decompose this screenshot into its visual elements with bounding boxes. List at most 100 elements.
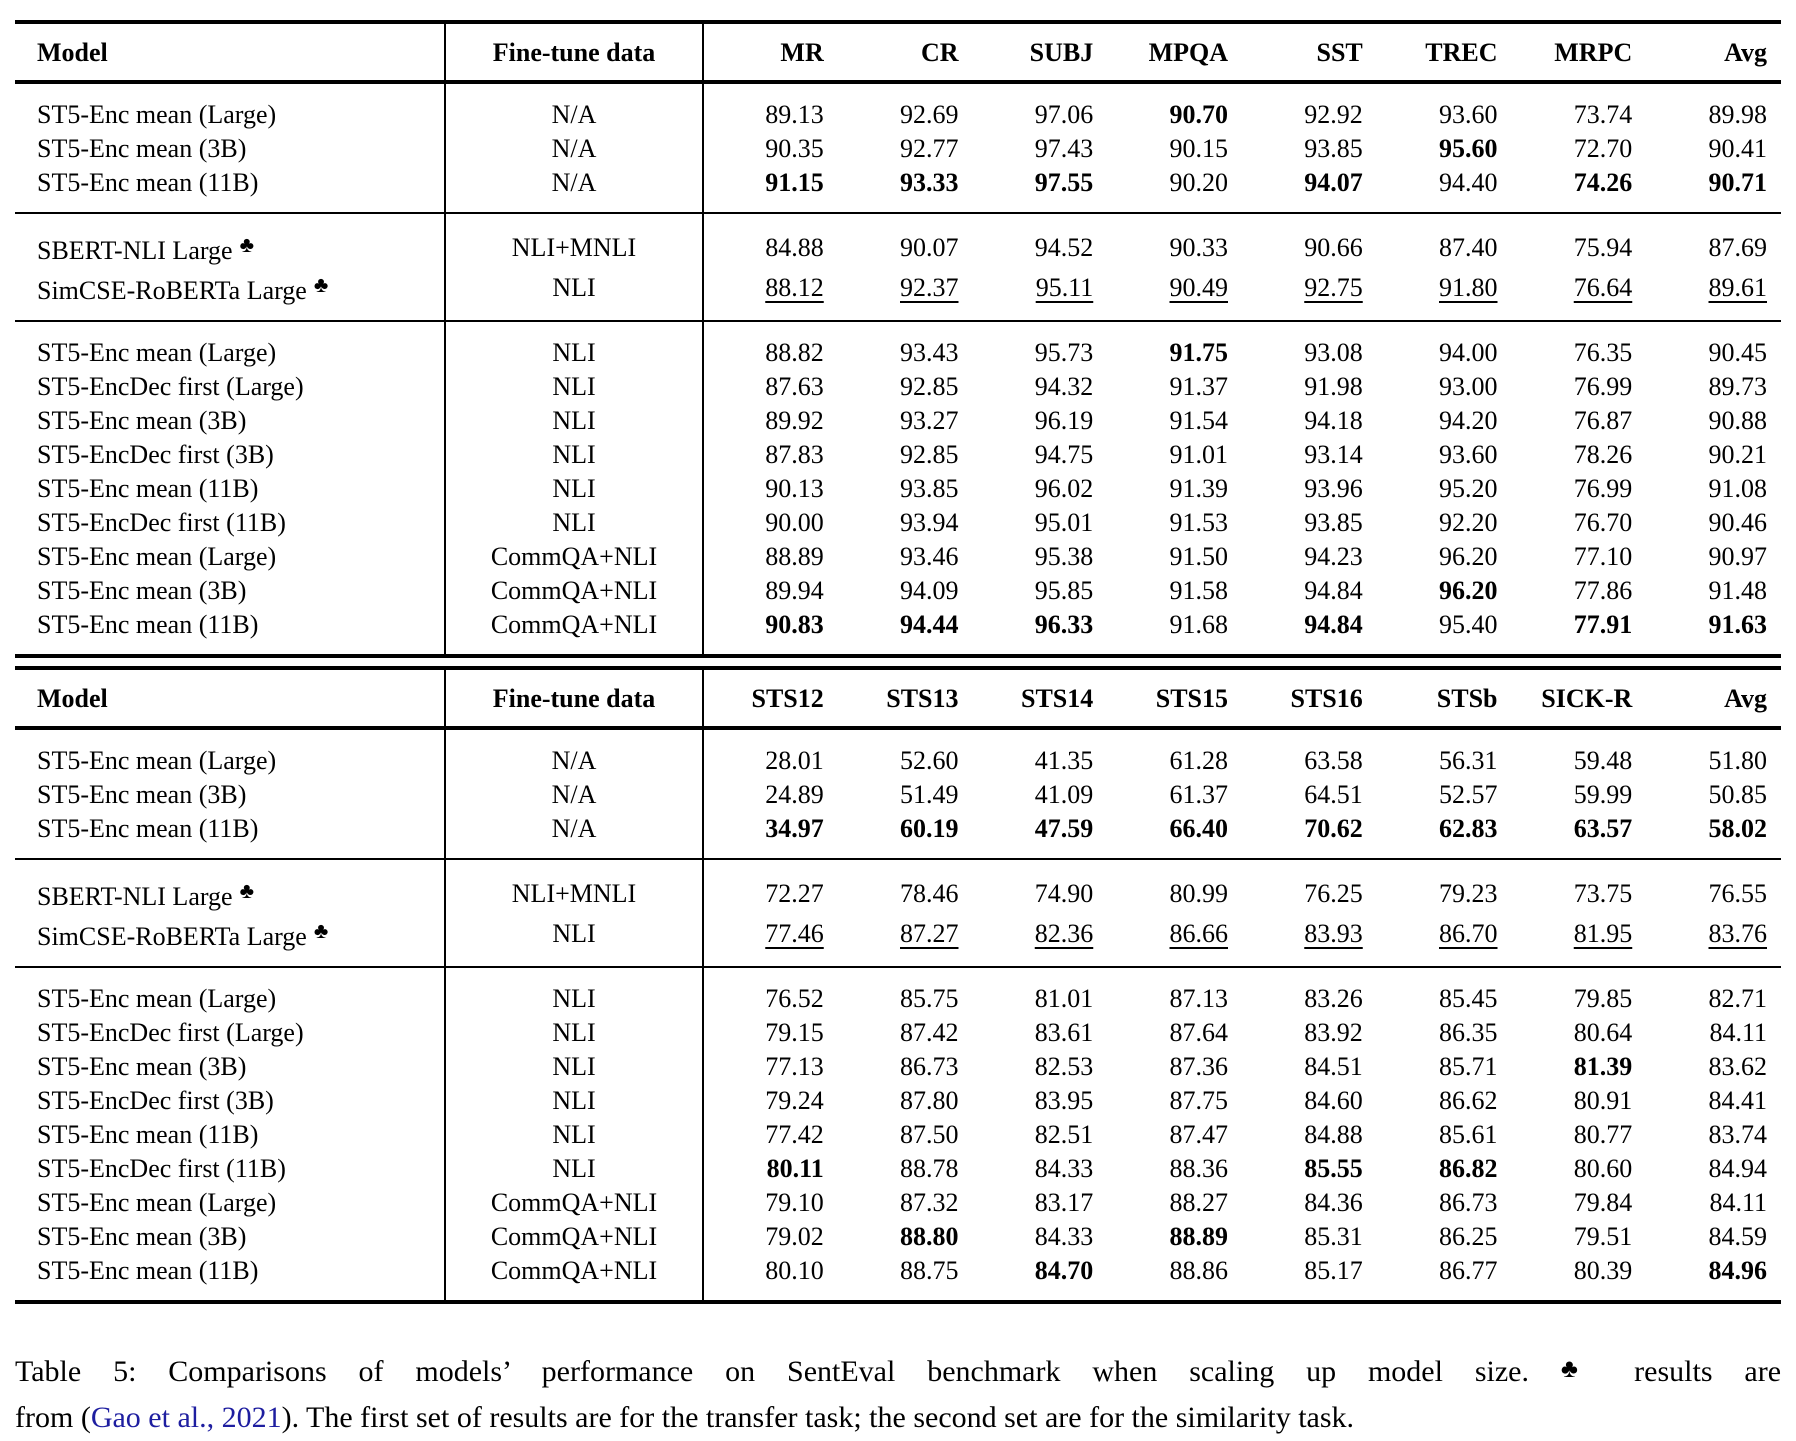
header-row: Model Fine-tune data STS12 STS13 STS14 STS15 S…: [15, 668, 1781, 730]
score-value: 41.35: [1034, 746, 1094, 775]
score-cell: 91.75: [1107, 320, 1242, 370]
score-value: 94.32: [1034, 372, 1094, 401]
score-cell: 94.32: [973, 370, 1108, 404]
score-value: 92.37: [900, 273, 959, 302]
finetune-data: NLI: [445, 1084, 704, 1118]
score-cell: 86.82: [1377, 1152, 1512, 1186]
caption-text: from (: [15, 1401, 91, 1434]
score-value: 79.02: [765, 1222, 824, 1251]
score-cell: 61.37: [1107, 778, 1242, 812]
finetune-data: NLI: [445, 1152, 704, 1186]
score-cell: 93.94: [838, 506, 973, 540]
score-cell: 79.24: [703, 1084, 838, 1118]
score-cell: 77.46: [703, 914, 838, 967]
score-cell: 93.27: [838, 404, 973, 438]
score-value: 81.95: [1573, 919, 1633, 948]
score-cell: 87.69: [1646, 212, 1781, 268]
column-header-avg: Avg: [1646, 668, 1781, 730]
score-value: 91.63: [1708, 610, 1768, 639]
score-value: 73.74: [1573, 100, 1633, 129]
score-value: 95.20: [1439, 474, 1498, 503]
score-cell: 93.85: [1242, 506, 1377, 540]
score-cell: 76.99: [1512, 370, 1647, 404]
score-value: 83.61: [1034, 1018, 1094, 1047]
score-value: 91.39: [1169, 474, 1229, 503]
score-value: 90.20: [1169, 168, 1229, 197]
table-row: ST5-Enc mean (Large) NLI 88.82 93.43 95.73 91…: [15, 320, 1781, 370]
score-cell: 80.91: [1512, 1084, 1647, 1118]
model-name: ST5-Enc mean (11B): [15, 472, 446, 506]
score-value: 86.73: [1439, 1188, 1498, 1217]
score-value: 83.62: [1708, 1052, 1768, 1081]
score-value: 96.19: [1034, 406, 1094, 435]
score-value: 82.36: [1034, 919, 1094, 948]
score-cell: 93.33: [838, 166, 973, 213]
model-name: ST5-Enc mean (Large): [15, 728, 446, 778]
finetune-data: N/A: [445, 812, 704, 859]
score-value: 90.45: [1708, 338, 1768, 367]
citation-link-gao-2021[interactable]: Gao et al., 2021: [90, 1401, 282, 1434]
score-cell: 84.11: [1646, 1186, 1781, 1220]
score-cell: 73.75: [1511, 858, 1647, 914]
score-value: 91.15: [765, 168, 824, 197]
score-cell: 90.00: [703, 506, 838, 540]
score-value: 77.42: [765, 1120, 824, 1149]
score-value: 24.89: [765, 780, 824, 809]
score-value: 82.51: [1034, 1120, 1094, 1149]
finetune-data: NLI: [445, 1016, 704, 1050]
score-cell: 83.95: [973, 1084, 1108, 1118]
score-cell: 93.14: [1242, 438, 1377, 472]
score-value: 93.85: [900, 474, 959, 503]
score-cell: 74.26: [1512, 166, 1647, 213]
score-value: 94.18: [1304, 406, 1363, 435]
score-value: 88.89: [765, 542, 824, 571]
score-cell: 83.17: [973, 1186, 1108, 1220]
score-cell: 83.62: [1646, 1050, 1781, 1084]
column-header-avg: Avg: [1646, 22, 1781, 84]
score-cell: 83.61: [973, 1016, 1108, 1050]
score-value: 92.69: [900, 100, 959, 129]
finetune-data: N/A: [445, 166, 704, 213]
column-header-model: Model: [15, 668, 446, 730]
score-value: 87.40: [1439, 233, 1498, 262]
score-value: 91.48: [1708, 576, 1768, 605]
score-cell: 94.20: [1377, 404, 1512, 438]
finetune-data: NLI: [445, 472, 704, 506]
score-value: 88.80: [900, 1222, 959, 1251]
score-cell: 92.85: [838, 370, 973, 404]
score-cell: 95.38: [973, 540, 1108, 574]
score-cell: 89.98: [1646, 82, 1781, 132]
score-cell: 94.18: [1242, 404, 1377, 438]
score-cell: 86.35: [1377, 1016, 1512, 1050]
club-suit-icon: ♣: [313, 272, 329, 297]
score-cell: 76.35: [1511, 320, 1647, 370]
score-value: 84.36: [1304, 1188, 1363, 1217]
score-cell: 92.20: [1377, 506, 1512, 540]
finetune-data: CommQA+NLI: [445, 574, 704, 608]
score-value: 62.83: [1439, 814, 1498, 843]
score-cell: 87.63: [703, 370, 838, 404]
score-cell: 34.97: [703, 812, 838, 859]
score-cell: 95.40: [1377, 608, 1512, 656]
table-row: ST5-Enc mean (11B) N/A 91.15 93.33 97.55 90.2…: [15, 166, 1781, 213]
score-cell: 97.06: [973, 82, 1108, 132]
score-cell: 86.77: [1377, 1254, 1512, 1302]
score-cell: 87.27: [838, 914, 973, 967]
score-cell: 80.77: [1512, 1118, 1647, 1152]
score-cell: 96.19: [973, 404, 1108, 438]
score-cell: 80.99: [1107, 858, 1242, 914]
score-cell: 79.10: [703, 1186, 838, 1220]
score-cell: 85.75: [837, 966, 973, 1016]
model-name: SimCSE-RoBERTa Large ♣: [15, 268, 446, 321]
score-cell: 84.88: [1242, 1118, 1377, 1152]
score-value: 92.85: [900, 372, 959, 401]
score-cell: 84.41: [1646, 1084, 1781, 1118]
score-cell: 61.28: [1107, 728, 1242, 778]
column-header-sts13: STS13: [837, 668, 973, 730]
score-cell: 87.13: [1107, 966, 1242, 1016]
table-caption: Table 5: Comparisons of models’ performa…: [15, 1346, 1781, 1441]
caption-line-2: from (Gao et al., 2021). The first set o…: [15, 1395, 1781, 1441]
score-cell: 91.58: [1107, 574, 1242, 608]
score-value: 85.31: [1304, 1222, 1363, 1251]
column-header-mrpc: MRPC: [1511, 22, 1647, 84]
